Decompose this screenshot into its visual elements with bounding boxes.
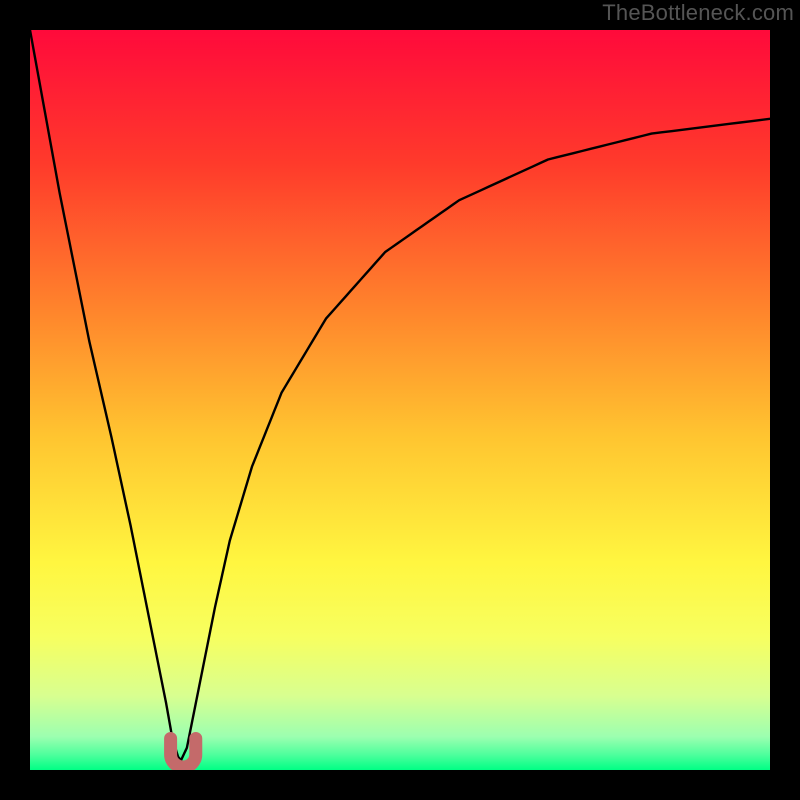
stage: TheBottleneck.com	[0, 0, 800, 800]
plot-background	[30, 30, 770, 770]
watermark-text: TheBottleneck.com	[602, 0, 794, 26]
bottleneck-chart	[0, 0, 800, 800]
